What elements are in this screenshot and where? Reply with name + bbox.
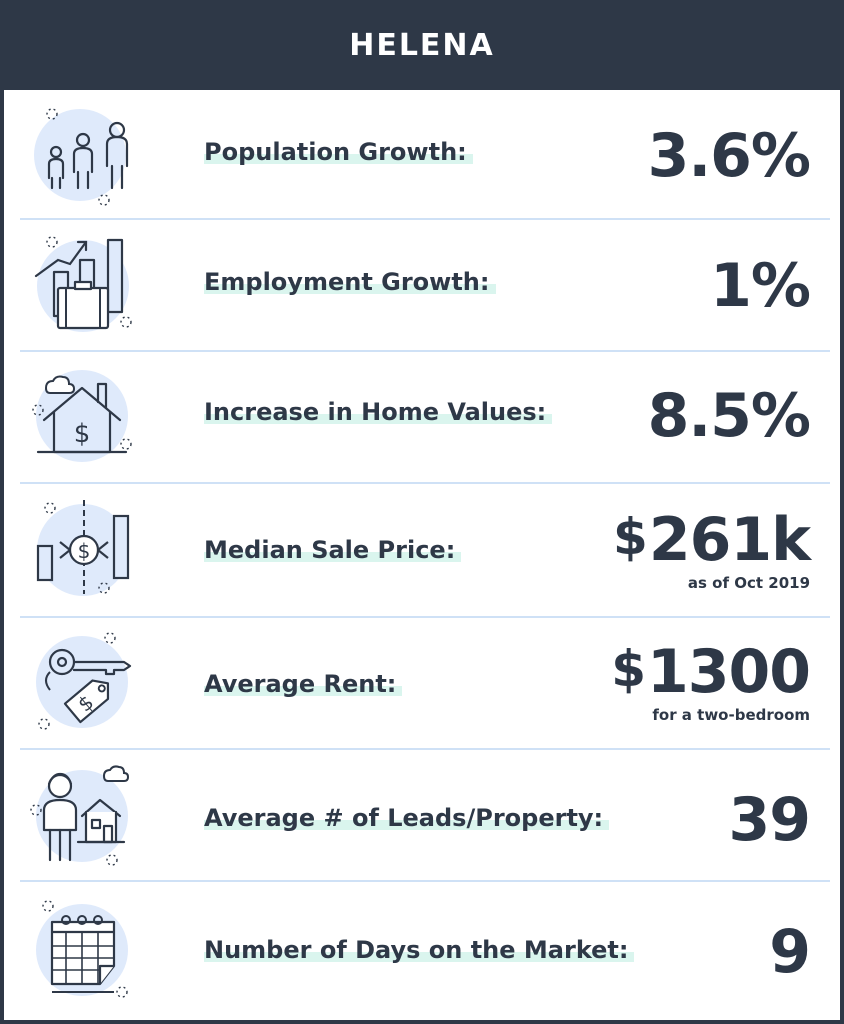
briefcase-chart-icon: [28, 230, 138, 340]
svg-text:$: $: [78, 539, 91, 563]
stat-label: Number of Days on the Market:: [204, 936, 635, 964]
stat-row-population: Population Growth: 3.6%: [20, 90, 830, 220]
stat-value-wrap: 8.5%: [647, 381, 811, 451]
stat-row-rent: $ Average Rent: $1300 for a two-bedroom: [20, 618, 830, 750]
stats-panel: Population Growth: 3.6%: [4, 90, 840, 1020]
svg-text:$: $: [74, 419, 91, 449]
stat-subtext: as of Oct 2019: [687, 574, 810, 592]
stat-value-wrap: $261k as of Oct 2019: [613, 508, 811, 592]
stat-value: 8.5%: [647, 381, 811, 451]
price-chart-icon: $: [28, 494, 138, 604]
stat-label: Increase in Home Values:: [204, 398, 553, 426]
house-dollar-icon: $: [28, 360, 138, 470]
stat-row-days-on-market: Number of Days on the Market: 9: [20, 882, 830, 1018]
stat-value: 39: [728, 785, 811, 855]
stat-value: 9: [769, 917, 811, 987]
stat-label: Employment Growth:: [204, 268, 496, 296]
stat-subtext: for a two-bedroom: [652, 706, 810, 724]
currency-symbol: $: [613, 508, 648, 566]
stat-value-wrap: $1300 for a two-bedroom: [611, 640, 811, 724]
stat-value: $1300: [611, 640, 811, 702]
stat-value: 1%: [710, 251, 811, 321]
stat-label: Population Growth:: [204, 138, 473, 166]
key-tag-icon: $: [28, 626, 138, 736]
stat-row-leads: Average # of Leads/Property: 39: [20, 750, 830, 882]
stat-label: Median Sale Price:: [204, 536, 462, 564]
currency-symbol: $: [611, 640, 646, 698]
header: HELENA: [0, 0, 844, 90]
stat-value-wrap: 39: [729, 790, 811, 850]
family-icon: [28, 100, 138, 210]
calendar-icon: [28, 894, 138, 1004]
stat-value-wrap: 9: [769, 917, 811, 987]
stat-label: Average Rent:: [204, 670, 403, 698]
stat-value-wrap: 3.6%: [647, 121, 811, 191]
stat-label: Average # of Leads/Property:: [204, 804, 610, 832]
person-house-icon: [28, 760, 138, 870]
stat-row-employment: Employment Growth: 1%: [20, 220, 830, 352]
stat-number: 261k: [648, 505, 811, 575]
stat-value: $261k: [613, 508, 811, 570]
stat-value: 3.6%: [647, 121, 811, 191]
stat-number: 1300: [647, 637, 811, 707]
stat-row-home-values: $ Increase in Home Values: 8.5%: [20, 352, 830, 484]
stat-value-wrap: 1%: [710, 251, 811, 321]
page-title: HELENA: [349, 27, 495, 63]
stat-row-median-price: $ Median Sale Price: $261k as of Oct 201…: [20, 484, 830, 618]
